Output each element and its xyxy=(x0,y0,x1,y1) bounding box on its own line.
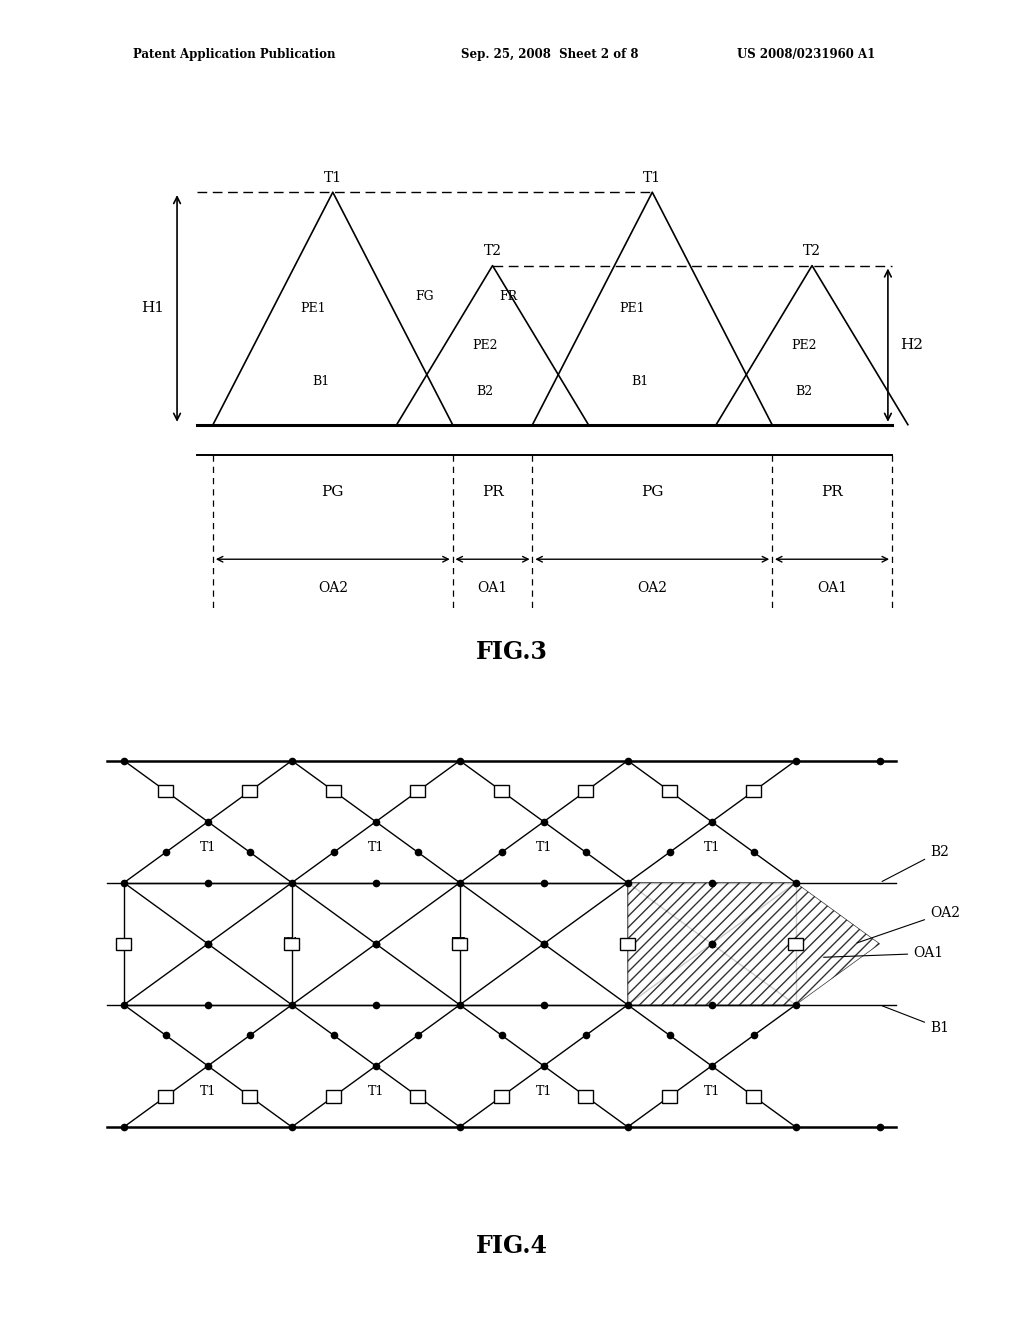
Text: PE1: PE1 xyxy=(300,302,326,315)
Text: PG: PG xyxy=(641,484,664,499)
Polygon shape xyxy=(628,883,880,1005)
Text: FG: FG xyxy=(416,289,434,302)
Bar xyxy=(159,1090,173,1102)
Text: B2: B2 xyxy=(476,384,494,397)
Text: PR: PR xyxy=(821,484,843,499)
Text: T1: T1 xyxy=(200,841,216,854)
Bar xyxy=(663,785,677,797)
Bar xyxy=(495,785,509,797)
Bar xyxy=(327,1090,341,1102)
Text: OA1: OA1 xyxy=(477,581,508,594)
Bar xyxy=(579,1090,593,1102)
Text: T1: T1 xyxy=(200,1085,216,1098)
Bar xyxy=(788,937,803,950)
Text: T2: T2 xyxy=(803,244,821,259)
Text: T1: T1 xyxy=(368,1085,384,1098)
Bar xyxy=(495,1090,509,1102)
Text: Sep. 25, 2008  Sheet 2 of 8: Sep. 25, 2008 Sheet 2 of 8 xyxy=(461,48,638,61)
Text: Patent Application Publication: Patent Application Publication xyxy=(133,48,336,61)
Bar xyxy=(285,937,299,950)
Text: H1: H1 xyxy=(141,301,165,315)
Text: T1: T1 xyxy=(368,841,384,854)
Bar xyxy=(746,1090,761,1102)
Bar xyxy=(117,937,131,950)
Bar xyxy=(243,785,257,797)
Text: PE2: PE2 xyxy=(792,339,817,351)
Bar xyxy=(746,785,761,797)
Text: T1: T1 xyxy=(643,170,662,185)
Text: PG: PG xyxy=(322,484,344,499)
Text: B2: B2 xyxy=(882,845,949,882)
Bar xyxy=(327,785,341,797)
Text: B1: B1 xyxy=(632,375,649,388)
Text: US 2008/0231960 A1: US 2008/0231960 A1 xyxy=(737,48,876,61)
Bar xyxy=(159,785,173,797)
Text: T1: T1 xyxy=(703,1085,720,1098)
Text: T2: T2 xyxy=(452,937,468,950)
Text: FIG.4: FIG.4 xyxy=(476,1234,548,1258)
Text: T1: T1 xyxy=(536,1085,552,1098)
Text: T1: T1 xyxy=(536,841,552,854)
Text: OA1: OA1 xyxy=(817,581,847,594)
Text: PE2: PE2 xyxy=(472,339,498,351)
Bar xyxy=(453,937,467,950)
Bar xyxy=(411,785,425,797)
Text: H2: H2 xyxy=(900,338,924,352)
Text: FIG.3: FIG.3 xyxy=(476,640,548,664)
Text: FR: FR xyxy=(500,289,517,302)
Text: T1: T1 xyxy=(284,937,300,950)
Text: T2: T2 xyxy=(483,244,502,259)
Bar xyxy=(663,1090,677,1102)
Text: T2: T2 xyxy=(452,937,468,950)
Bar xyxy=(579,785,593,797)
Text: B2: B2 xyxy=(796,384,813,397)
Text: PE1: PE1 xyxy=(620,302,645,315)
Text: T1: T1 xyxy=(324,170,342,185)
Text: OA1: OA1 xyxy=(823,946,943,961)
Text: B1: B1 xyxy=(312,375,330,388)
Text: OA2: OA2 xyxy=(317,581,348,594)
Bar xyxy=(243,1090,257,1102)
Text: OA2: OA2 xyxy=(857,906,959,942)
Text: B1: B1 xyxy=(883,1006,949,1035)
Text: T1: T1 xyxy=(703,841,720,854)
Text: OA2: OA2 xyxy=(637,581,668,594)
Bar xyxy=(411,1090,425,1102)
Bar xyxy=(621,937,635,950)
Text: PR: PR xyxy=(481,484,504,499)
